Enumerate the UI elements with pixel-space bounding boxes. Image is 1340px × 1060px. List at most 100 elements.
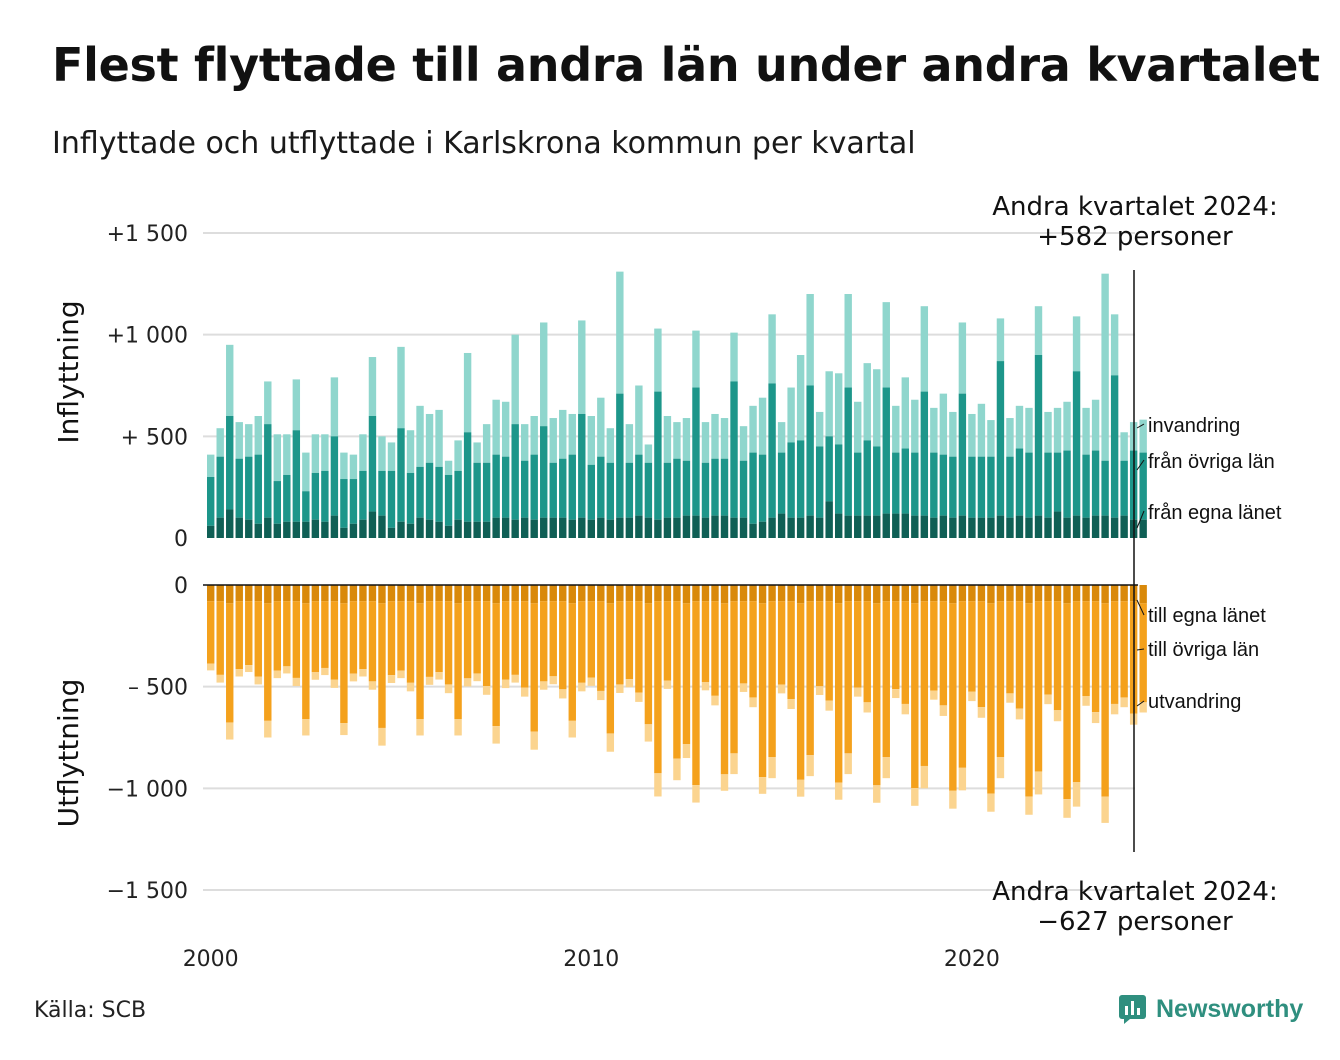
bar-outflow-own-county [216, 585, 224, 602]
bar-inflow-own-county [873, 515, 881, 538]
bar-outflow-abroad [815, 686, 824, 696]
bar-inflow-own-county [520, 517, 529, 538]
bar-inflow-own-county [1072, 515, 1081, 538]
bar-inflow-abroad [378, 436, 386, 471]
bar-inflow-abroad [283, 434, 291, 475]
bar-outflow-abroad [463, 678, 472, 687]
bar-outflow-other-counties [425, 601, 434, 677]
bar-outflow-own-county [492, 585, 500, 604]
bar-outflow-abroad [245, 665, 253, 673]
bar-outflow-own-county [1044, 585, 1052, 602]
bar-inflow-other-counties [540, 426, 548, 518]
bar-outflow-abroad [349, 673, 358, 682]
bar-outflow-own-county [245, 585, 253, 602]
bar-inflow-abroad [730, 332, 738, 382]
bar-inflow-own-county [435, 521, 443, 538]
y-tick-label-top: 0 [174, 527, 188, 552]
newsworthy-icon [1119, 995, 1146, 1024]
bar-outflow-own-county [330, 585, 339, 602]
bar-inflow-other-counties [330, 436, 339, 516]
series-label-inflow: från egna länet [1148, 502, 1282, 524]
bar-inflow-other-counties [520, 460, 529, 518]
bar-outflow-abroad [578, 682, 586, 692]
bar-outflow-abroad [606, 733, 615, 752]
bar-inflow-abroad [616, 271, 624, 394]
bar-outflow-own-county [264, 585, 272, 604]
bar-outflow-other-counties [444, 601, 453, 685]
bar-inflow-abroad [663, 416, 672, 463]
bar-inflow-other-counties [1006, 456, 1014, 518]
bar-inflow-abroad [321, 434, 329, 471]
bar-outflow-abroad [663, 680, 672, 689]
bar-inflow-abroad [654, 328, 662, 392]
bar-outflow-other-counties [654, 601, 662, 774]
bar-outflow-other-counties [606, 603, 615, 734]
bar-inflow-abroad [968, 413, 976, 457]
bar-inflow-other-counties [806, 385, 814, 516]
bar-inflow-abroad [644, 444, 653, 463]
bar-outflow-own-county [587, 585, 595, 602]
bar-inflow-other-counties [1015, 448, 1024, 516]
bar-inflow-other-counties [977, 456, 986, 518]
bar-outflow-other-counties [1091, 601, 1100, 713]
bar-inflow-other-counties [568, 454, 576, 520]
bar-inflow-abroad [444, 460, 453, 475]
bar-inflow-abroad [1015, 405, 1024, 449]
bar-outflow-abroad [796, 779, 805, 797]
bar-outflow-own-county [235, 585, 243, 602]
bar-inflow-abroad [720, 418, 729, 459]
bar-outflow-own-county [663, 585, 672, 602]
bar-inflow-abroad [235, 422, 243, 459]
bar-outflow-own-county [996, 585, 1005, 602]
bar-outflow-abroad [806, 755, 814, 777]
bar-inflow-own-county [302, 521, 310, 538]
bar-outflow-abroad [302, 718, 310, 736]
bar-outflow-abroad [207, 663, 215, 671]
bar-outflow-other-counties [501, 601, 510, 680]
bar-inflow-other-counties [254, 454, 262, 524]
bar-outflow-own-county [273, 585, 282, 602]
bar-outflow-own-county [1015, 585, 1024, 602]
bar-outflow-abroad [1053, 710, 1062, 722]
bar-inflow-own-county [387, 527, 396, 538]
bar-inflow-abroad [1082, 407, 1090, 455]
bar-outflow-other-counties [207, 601, 215, 664]
bar-inflow-other-counties [482, 462, 491, 522]
bar-outflow-abroad [968, 691, 976, 702]
bar-inflow-abroad [930, 407, 938, 453]
bar-outflow-other-counties [644, 603, 653, 725]
bar-outflow-other-counties [730, 601, 738, 754]
bar-inflow-other-counties [1139, 452, 1147, 520]
bar-outflow-abroad [1025, 796, 1033, 815]
bar-inflow-other-counties [578, 413, 586, 518]
bar-outflow-own-county [825, 585, 833, 602]
series-label-leader [1136, 459, 1145, 471]
bar-outflow-other-counties [854, 601, 862, 688]
bar-outflow-own-county [454, 585, 462, 604]
bar-outflow-own-county [654, 585, 662, 602]
bar-outflow-other-counties [264, 603, 272, 721]
bar-inflow-other-counties [245, 456, 253, 520]
bar-inflow-abroad [425, 413, 434, 463]
bar-outflow-other-counties [758, 603, 767, 778]
series-label-outflow: till övriga län [1148, 639, 1259, 661]
bar-inflow-other-counties [283, 474, 291, 522]
bar-inflow-other-counties [473, 462, 481, 522]
bar-inflow-other-counties [882, 387, 890, 514]
bar-outflow-other-counties [863, 601, 871, 703]
bar-outflow-own-county [226, 585, 234, 604]
bar-inflow-other-counties [739, 460, 748, 518]
bar-inflow-other-counties [530, 454, 538, 520]
bar-inflow-own-county [578, 517, 586, 538]
bar-outflow-other-counties [806, 601, 814, 756]
bar-inflow-own-county [340, 527, 348, 538]
bar-outflow-own-county [911, 585, 919, 604]
bar-inflow-other-counties [235, 458, 243, 518]
bar-outflow-own-county [901, 585, 909, 602]
bar-inflow-own-county [1015, 515, 1024, 538]
bar-outflow-abroad [416, 718, 424, 736]
bar-inflow-abroad [578, 320, 586, 414]
bar-inflow-abroad [587, 416, 595, 465]
bar-inflow-abroad [549, 418, 557, 463]
bar-inflow-own-county [321, 521, 329, 538]
